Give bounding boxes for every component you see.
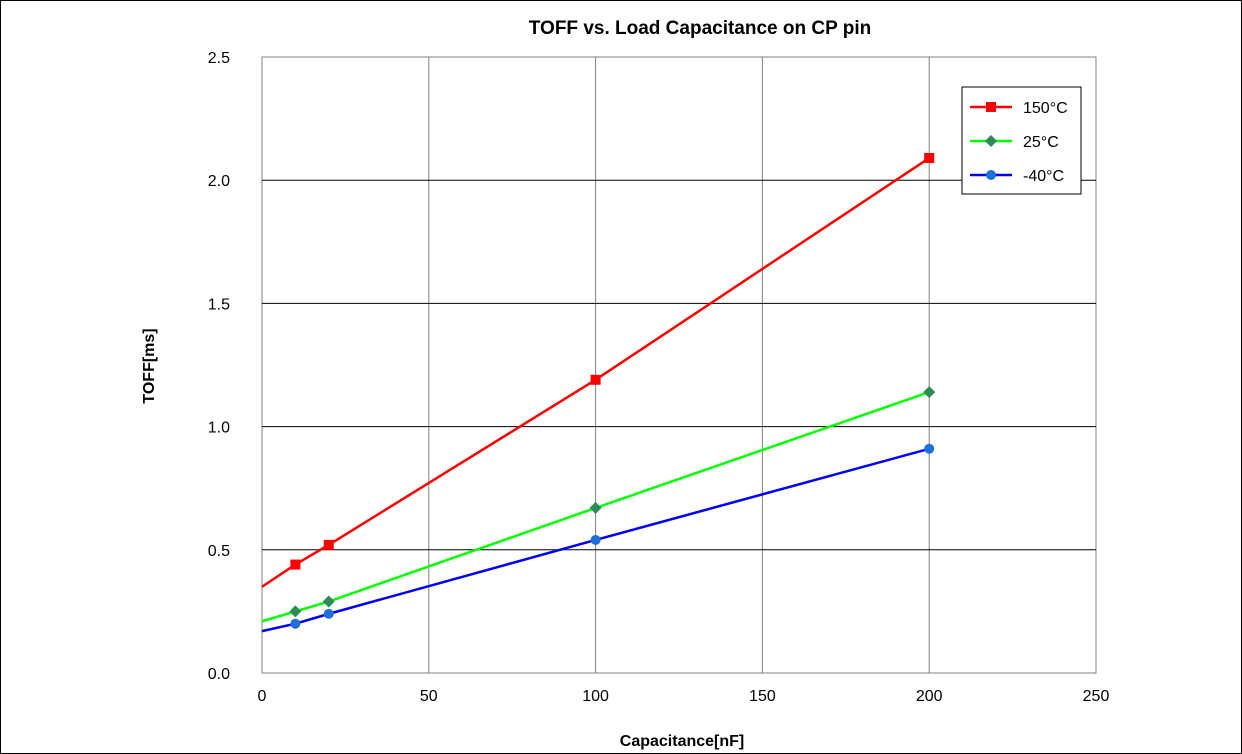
y-tick-label: 0.5 — [208, 543, 230, 560]
x-tick-label: 100 — [582, 688, 609, 705]
series-markers — [289, 153, 936, 629]
x-tick-label: 50 — [420, 688, 438, 705]
legend-label: -40°C — [1023, 168, 1064, 185]
y-axis-label: TOFF[ms] — [141, 328, 158, 403]
data-point-2-2 — [590, 534, 601, 545]
legend-label: 25°C — [1023, 134, 1059, 151]
x-axis-label: Capacitance[nF] — [620, 733, 744, 750]
legend-label: 150°C — [1023, 100, 1068, 117]
data-point-0-2 — [590, 374, 601, 385]
plot-area — [261, 56, 1097, 674]
data-point-0-0 — [290, 559, 301, 570]
legend-swatch-marker — [985, 135, 997, 147]
data-point-1-2 — [589, 501, 602, 514]
data-point-1-0 — [289, 605, 302, 618]
data-point-2-3 — [924, 443, 935, 454]
y-tick-label: 1.0 — [208, 420, 230, 437]
x-tick-label: 150 — [749, 688, 776, 705]
x-tick-labels: 0 50 100 150 200 250 — [258, 688, 1110, 705]
y-tick-labels: 0.0 0.5 1.0 1.5 2.0 2.5 — [208, 50, 230, 683]
data-point-1-3 — [923, 386, 936, 399]
y-tick-label: 1.5 — [208, 296, 230, 313]
data-point-2-1 — [323, 608, 334, 619]
grid-lines — [262, 57, 1096, 673]
legend: 150°C 25°C -40°C — [961, 86, 1082, 195]
data-point-2-0 — [290, 618, 301, 629]
x-tick-label: 0 — [258, 688, 267, 705]
legend-swatch-marker — [986, 170, 996, 180]
chart-title: TOFF vs. Load Capacitance on CP pin — [529, 18, 871, 39]
legend-swatch-marker — [986, 102, 996, 112]
data-point-0-3 — [924, 153, 935, 164]
x-tick-label: 200 — [916, 688, 943, 705]
data-point-0-1 — [323, 539, 334, 550]
y-tick-label: 0.0 — [208, 666, 230, 683]
y-tick-label: 2.0 — [208, 173, 230, 190]
x-tick-label: 250 — [1083, 688, 1110, 705]
data-point-1-1 — [322, 595, 335, 608]
y-tick-label: 2.5 — [208, 50, 230, 67]
